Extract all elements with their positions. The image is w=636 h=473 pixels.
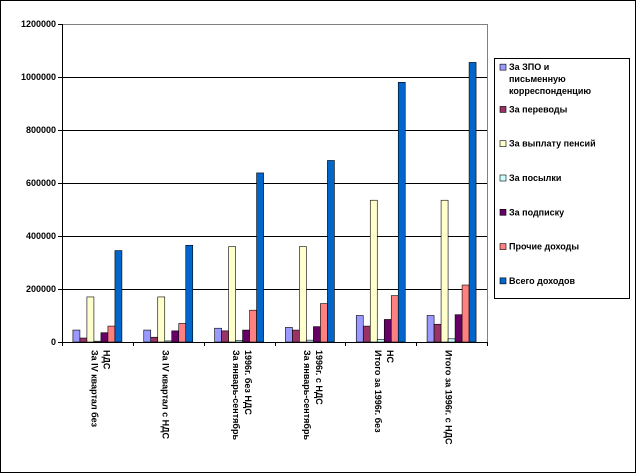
y-tick-label: 1000000 [21, 72, 56, 82]
bar-7-2 [185, 244, 194, 343]
legend-label-4: За посылки [509, 173, 561, 183]
bar-5-1 [100, 332, 109, 343]
legend-swatch-4 [499, 174, 507, 182]
y-tick-label: 1200000 [21, 19, 56, 29]
legend-swatch-5 [499, 208, 507, 216]
bar-3-2 [157, 296, 166, 343]
bar-2-5 [362, 325, 371, 343]
bar-2-6 [433, 323, 442, 343]
bar-4-1 [93, 340, 102, 343]
bar-5-4 [313, 326, 321, 343]
legend-label-7: Всего доходов [509, 276, 575, 286]
bar-1-3 [214, 327, 222, 343]
bar-2-3 [221, 330, 229, 343]
bar-2-4 [292, 329, 300, 343]
x-tick-label-line: НДС [101, 350, 111, 370]
bar-3-6 [440, 199, 449, 343]
bar-1-1 [72, 329, 81, 343]
bar-4-2 [164, 340, 173, 343]
legend-label-1: письменную [509, 74, 566, 84]
x-tick-label-line: За январь-сентябрь [231, 350, 241, 440]
bar-7-1 [114, 250, 123, 343]
bar-7-3 [256, 172, 264, 343]
x-tick-label-line: НС [385, 350, 395, 363]
y-tick-label: 400000 [26, 231, 56, 241]
y-axis-ticks: 0 200000 400000 600000 800000 1000000 1200000 [21, 19, 62, 347]
bar-1-4 [285, 327, 293, 343]
x-tick-label-2: За IV квартал с НДС [160, 350, 170, 439]
x-tick-label-line: За IV квартал без [89, 350, 99, 428]
bar-6-5 [390, 295, 399, 343]
x-tick-label-5: Итого за 1996г. без НС [373, 350, 395, 433]
bar-4-5 [376, 339, 385, 343]
bar-3-5 [369, 199, 378, 343]
bar-5-2 [171, 330, 180, 343]
bar-6-6 [461, 284, 470, 343]
bar-6-3 [249, 309, 257, 343]
bar-2-1 [79, 337, 88, 343]
bars [72, 62, 477, 343]
bar-6-1 [107, 325, 116, 343]
legend-label-3: За выплату пенсий [509, 139, 596, 149]
bar-1-2 [143, 329, 152, 343]
legend-swatch-2 [499, 106, 507, 113]
y-tick-label: 200000 [26, 284, 56, 294]
x-tick-label-1: За IV квартал без НДС [89, 350, 111, 428]
bar-4-4 [306, 339, 314, 343]
x-tick-label-line: Итого за 1996г. без [373, 350, 383, 433]
legend-label-2: За переводы [509, 104, 568, 114]
x-tick-label-line: За IV квартал с НДС [160, 350, 170, 439]
legend-label-1: За ЗПО и [509, 62, 549, 72]
x-tick-label-line: 1996г. без НДС [243, 350, 253, 415]
bar-7-4 [327, 160, 335, 343]
bar-3-3 [228, 246, 236, 343]
bar-5-5 [383, 319, 392, 343]
x-axis-ticks: За IV квартал без НДС За IV квартал с НДС З… [89, 342, 488, 445]
bar-1-6 [426, 315, 435, 343]
legend-label-5: За подписку [509, 207, 564, 217]
y-tick-label: 0 [51, 337, 56, 347]
bar-1-5 [355, 315, 364, 343]
bar-5-6 [454, 314, 463, 343]
legend-swatch-3 [499, 140, 507, 148]
bar-4-3 [235, 340, 243, 343]
x-tick-label-3: За январь-сентябрь 1996г. без НДС [231, 350, 253, 440]
x-tick-label-4: За январь-сентябрь 1996г. с НДС [302, 350, 324, 440]
legend-swatch-1 [499, 63, 507, 71]
bar-3-4 [299, 246, 307, 343]
y-tick-label: 800000 [26, 125, 56, 135]
bar-5-3 [242, 329, 250, 343]
bar-6-4 [320, 303, 328, 343]
bar-3-1 [86, 296, 95, 343]
x-tick-label-line: 1996г. с НДС [314, 350, 324, 405]
bar-4-6 [447, 338, 456, 343]
legend-swatch-6 [499, 243, 507, 250]
x-tick-label-6: Итого за 1996г. с НДС [444, 350, 454, 445]
legend: За ЗПО и письменную корреспонденцию За пере… [494, 58, 630, 299]
bar-7-6 [468, 62, 477, 343]
bar-2-2 [150, 336, 159, 343]
legend-label-6: Прочие доходы [509, 242, 579, 252]
legend-label-1: корреспонденцию [509, 86, 591, 96]
bar-6-2 [178, 323, 187, 343]
bar-7-5 [397, 82, 406, 343]
y-tick-label: 600000 [26, 178, 56, 188]
x-tick-label-line: Итого за 1996г. с НДС [444, 350, 454, 445]
legend-box [494, 58, 630, 299]
x-tick-label-line: За январь-сентябрь [302, 350, 312, 440]
legend-swatch-7 [499, 277, 507, 285]
